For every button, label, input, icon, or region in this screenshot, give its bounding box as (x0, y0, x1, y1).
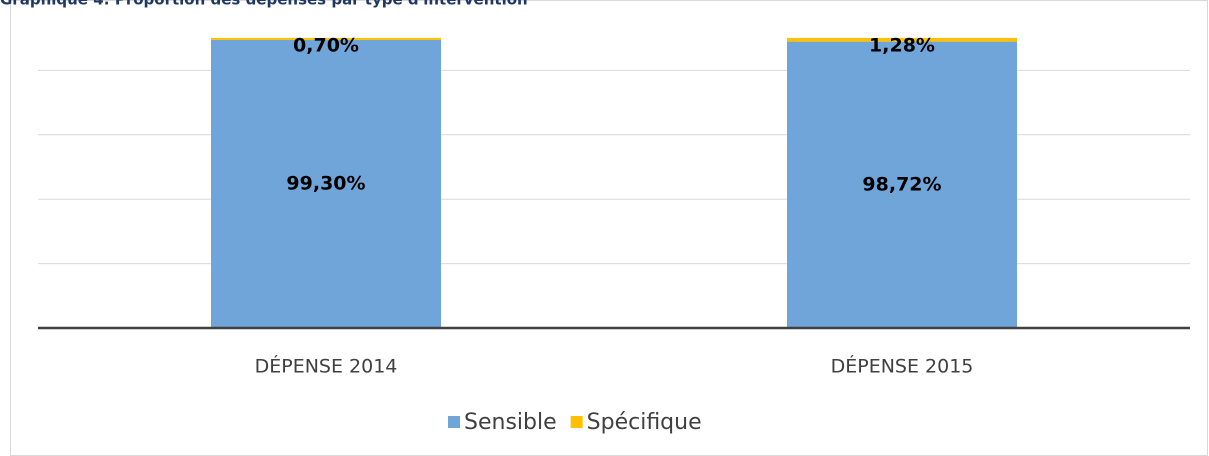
data-label: 0,70% (293, 34, 359, 56)
x-tick-label: DÉPENSE 2014 (255, 355, 398, 378)
bar-segment (787, 37, 1017, 42)
bar-segment (211, 37, 441, 40)
x-tick-label: DÉPENSE 2015 (831, 355, 974, 378)
chart-title: Graphique 4: Proportion des dépenses par… (0, 0, 528, 9)
legend-swatch (570, 416, 583, 428)
legend-label: Spécifique (587, 410, 702, 435)
data-label: 1,28% (869, 34, 935, 56)
chart-frame (10, 0, 1208, 456)
legend-swatch (448, 416, 460, 428)
bar-segment (787, 41, 1017, 329)
data-label: 99,30% (286, 172, 365, 194)
bar-segment (211, 39, 441, 328)
data-label: 98,72% (862, 173, 941, 195)
legend-label: Sensible (464, 410, 557, 435)
